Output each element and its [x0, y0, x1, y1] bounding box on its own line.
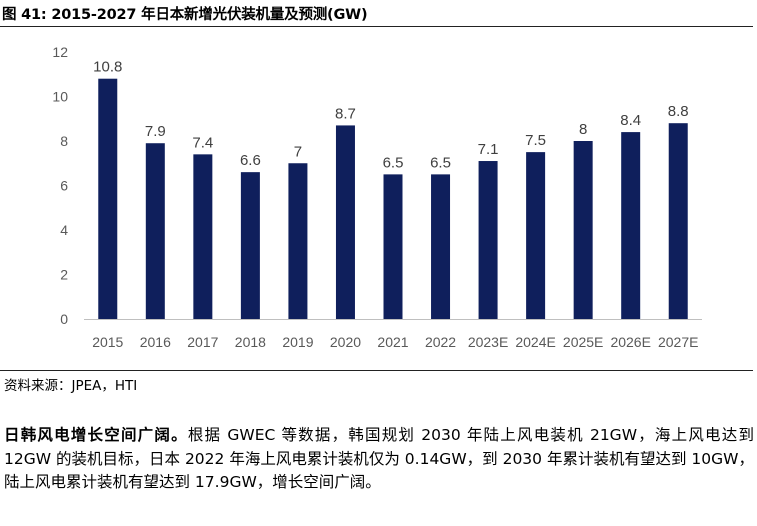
x-tick-label: 2022 [425, 334, 456, 350]
y-tick-label: 10 [52, 89, 68, 105]
value-label-2025E: 8 [579, 121, 587, 138]
x-tick-label: 2024E [515, 334, 555, 350]
value-label-2018: 6.6 [240, 152, 261, 169]
bar-2024E [526, 152, 546, 319]
bar-2023E [478, 161, 498, 319]
value-label-2022: 6.5 [430, 154, 451, 171]
y-tick-label: 12 [52, 44, 68, 60]
value-label-2016: 7.9 [145, 123, 166, 140]
body-paragraph: 日韩风电增长空间广阔。根据 GWEC 等数据，韩国规划 2030 年陆上风电装机… [4, 424, 754, 495]
bar-2017 [193, 154, 213, 319]
figure-title: 图 41: 2015-2027 年日本新增光伏装机量及预测(GW) [2, 7, 368, 23]
value-label-2027E: 8.8 [668, 103, 689, 120]
value-label-2023E: 7.1 [478, 141, 499, 158]
y-tick-label: 0 [60, 311, 68, 327]
value-label-2024E: 7.5 [525, 132, 546, 149]
value-label-2026E: 8.4 [620, 112, 641, 129]
value-label-2015: 10.8 [93, 59, 122, 76]
bar-2021 [383, 174, 403, 319]
bar-chart: 0 2 4 6 8 10 12 10.8 7.9 7.4 6.6 7 8.7 6.5 6.5 7.1 7.5 8… [52, 44, 702, 350]
bar-2025E [573, 141, 593, 319]
value-label-2019: 7 [294, 143, 302, 160]
x-axis: 2015 2016 2017 2018 2019 2020 2021 2022 2023E 202… [84, 319, 702, 350]
bar-2026E [621, 132, 641, 319]
source-note: 资料来源：JPEA，HTI [4, 378, 138, 394]
x-tick-label: 2019 [282, 334, 313, 350]
chart-divider [0, 370, 753, 371]
x-tick-label: 2020 [330, 334, 361, 350]
bar-2022 [431, 174, 451, 319]
y-tick-label: 2 [60, 267, 68, 283]
y-axis: 0 2 4 6 8 10 12 [52, 44, 68, 327]
value-label-2021: 6.5 [383, 154, 404, 171]
value-label-2017: 7.4 [192, 134, 213, 151]
value-label-2020: 8.7 [335, 105, 356, 122]
bar-2016 [145, 143, 165, 319]
bar-2027E [668, 123, 688, 319]
x-tick-label: 2015 [92, 334, 123, 350]
bars [98, 78, 688, 319]
paragraph-lead: 日韩风电增长空间广阔。 [4, 426, 188, 444]
title-divider [0, 26, 753, 27]
x-tick-label: 2027E [658, 334, 698, 350]
x-tick-label: 2018 [235, 334, 266, 350]
bar-2015 [98, 78, 118, 319]
y-tick-label: 8 [60, 133, 68, 149]
x-tick-label: 2026E [610, 334, 650, 350]
paragraph-body: 根据 GWEC 等数据，韩国规划 2030 年陆上风电装机 21GW，海上风电达… [4, 426, 754, 491]
y-tick-label: 6 [60, 178, 68, 194]
x-tick-label: 2021 [377, 334, 408, 350]
value-labels: 10.8 7.9 7.4 6.6 7 8.7 6.5 6.5 7.1 7.5 8 8.4 8.8 [93, 59, 688, 172]
x-tick-label: 2023E [468, 334, 508, 350]
bar-2019 [288, 163, 308, 319]
x-tick-label: 2025E [563, 334, 603, 350]
bar-2020 [335, 125, 355, 319]
y-tick-label: 4 [60, 222, 68, 238]
x-tick-label: 2017 [187, 334, 218, 350]
bar-2018 [240, 172, 260, 319]
x-tick-label: 2016 [140, 334, 171, 350]
